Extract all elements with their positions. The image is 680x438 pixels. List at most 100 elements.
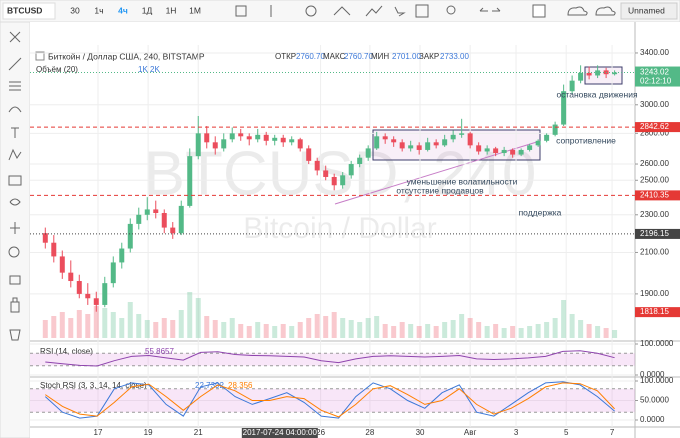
volume-bar xyxy=(416,326,422,338)
volume-bar xyxy=(297,322,303,338)
prediction-tool[interactable] xyxy=(8,175,22,186)
delete-tool[interactable] xyxy=(9,329,21,341)
volume-legend: Объём (20) xyxy=(36,65,78,74)
candle-body xyxy=(408,145,414,149)
undo-icon[interactable] xyxy=(479,7,488,12)
y-tick-label: 50.0000 xyxy=(640,396,669,405)
volume-bar xyxy=(76,310,82,338)
crosshair-time: 2017-07-24 04:00:00 xyxy=(243,428,318,437)
volume-bar xyxy=(280,324,286,338)
volume-bar xyxy=(527,326,533,338)
text-tool[interactable] xyxy=(11,127,19,138)
y-tick-label: 100.0000 xyxy=(640,376,674,385)
layout-name[interactable]: Unnamed xyxy=(628,5,665,15)
y-tick-label: 3000.00 xyxy=(640,100,669,109)
candle-body xyxy=(93,298,99,305)
candle-body xyxy=(212,142,218,149)
x-tick-label: 19 xyxy=(144,428,153,437)
indicators-icon[interactable] xyxy=(365,5,383,17)
brush-tool[interactable] xyxy=(8,106,22,113)
y-tick-label: 2800.00 xyxy=(640,128,669,137)
candle-body xyxy=(399,142,405,149)
watermark-subtitle: Bitcoin / Dollar xyxy=(243,212,436,245)
price-tag xyxy=(635,307,680,318)
volume-bar xyxy=(323,316,329,338)
interval-button[interactable]: 1М xyxy=(189,5,201,15)
candle-body xyxy=(102,283,108,305)
candle-body xyxy=(544,134,550,141)
drawn-rectangle[interactable] xyxy=(372,129,541,161)
candle-body xyxy=(280,137,286,143)
candle-body xyxy=(416,145,422,150)
drawn-rectangle[interactable] xyxy=(584,66,623,85)
candle-body xyxy=(289,139,295,143)
candle-body xyxy=(144,209,150,215)
volume-bar xyxy=(586,324,592,338)
indicator-line xyxy=(44,381,615,419)
idea-icon[interactable] xyxy=(446,5,456,15)
fib-tool[interactable] xyxy=(9,81,21,91)
candle-body xyxy=(221,139,227,149)
y-tick-label: 1900.00 xyxy=(640,289,669,298)
redo-icon[interactable] xyxy=(492,7,501,12)
interval-button[interactable]: 1Н xyxy=(166,5,177,15)
layout-name-box[interactable] xyxy=(620,2,678,20)
volume-bar xyxy=(569,314,575,338)
volume-bar xyxy=(119,318,125,338)
crosshair-time-box xyxy=(241,428,318,438)
icons-tool[interactable] xyxy=(9,198,21,206)
candle-body xyxy=(119,248,125,263)
symbol-box[interactable] xyxy=(2,2,56,20)
alert-icon[interactable] xyxy=(415,4,429,18)
measure-tool[interactable] xyxy=(10,222,20,234)
bars-icon[interactable] xyxy=(235,5,247,17)
candle-body xyxy=(68,272,74,282)
volume-bar xyxy=(331,312,337,338)
magnet-tool[interactable] xyxy=(9,275,21,285)
volume-bar xyxy=(399,322,405,338)
candle-body xyxy=(586,72,592,76)
symbol[interactable]: BTCUSD xyxy=(7,5,42,15)
candle-body xyxy=(357,157,363,165)
save-icon[interactable] xyxy=(567,6,588,16)
y-tick-label: 2100.00 xyxy=(640,248,669,257)
crosshair-tool[interactable] xyxy=(9,31,21,43)
zoom-tool[interactable] xyxy=(8,246,20,258)
drawing-tools xyxy=(8,31,22,341)
volume-bar xyxy=(408,324,414,338)
volume-bar xyxy=(136,314,142,338)
volume-bar xyxy=(144,320,150,338)
interval-button[interactable]: 30 xyxy=(70,5,80,15)
pattern-tool[interactable] xyxy=(8,148,22,161)
price-tag xyxy=(635,228,680,239)
x-tick-label: 26 xyxy=(316,428,325,437)
volume-bar xyxy=(102,308,108,338)
favorite-icon[interactable] xyxy=(394,6,406,17)
legend-toggle[interactable] xyxy=(35,51,45,61)
volume-bar xyxy=(93,306,99,338)
interval-button[interactable]: 4ч xyxy=(118,5,128,15)
candle-body xyxy=(229,133,235,140)
volume-bar xyxy=(59,312,65,338)
load-icon[interactable] xyxy=(595,6,616,16)
interval-button[interactable]: 1ч xyxy=(94,5,103,15)
layout-icon[interactable] xyxy=(532,4,546,18)
trendline-tool[interactable] xyxy=(8,57,22,71)
candle-body xyxy=(518,149,524,155)
volume-bar xyxy=(314,314,320,338)
candle-body xyxy=(204,133,210,143)
candle-body xyxy=(297,139,303,149)
volume-bar xyxy=(161,318,167,338)
volume-bar xyxy=(552,318,558,338)
interval-button[interactable]: 1Д xyxy=(142,5,153,15)
price-tag-label: 1818.15 xyxy=(640,307,669,316)
volume-bar xyxy=(493,324,499,338)
y-tick-label: 2600.00 xyxy=(640,159,669,168)
candle-body xyxy=(331,176,337,186)
candle-body xyxy=(340,175,346,186)
indicator-line xyxy=(45,350,615,367)
candle-body xyxy=(263,134,269,141)
lock-tool[interactable] xyxy=(10,297,20,313)
settings-icon[interactable] xyxy=(305,5,317,17)
compare-icon[interactable] xyxy=(333,6,351,16)
